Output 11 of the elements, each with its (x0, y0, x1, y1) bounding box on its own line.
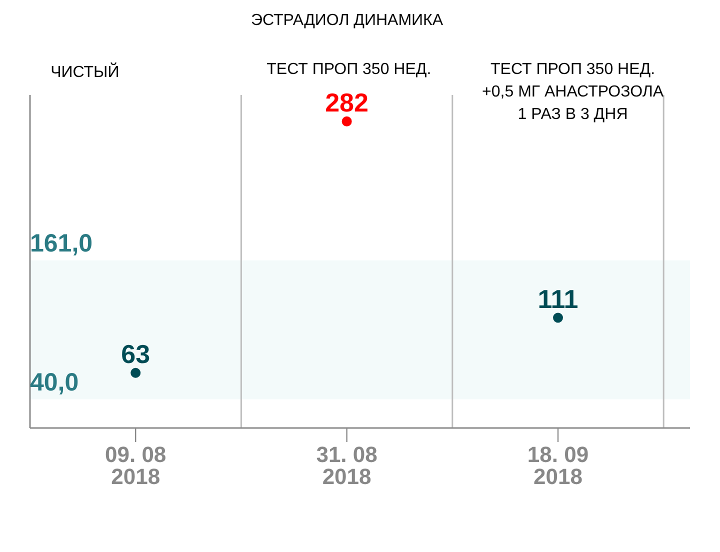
chart-title: ЭСТРАДИОЛ ДИНАМИКА (250, 12, 444, 29)
data-label: 282 (325, 87, 368, 118)
x-tick-label: 31. 08 2018 (316, 442, 378, 489)
annotation: 161,0 (30, 229, 93, 258)
data-label: 111 (538, 284, 578, 314)
data-label: 63 (121, 338, 150, 369)
x-tick-label: 09. 08 2018 (105, 442, 166, 489)
annotation: ТЕСТ ПРОП 350 НЕД. +0,5 МГ АНАСТРОЗОЛА 1 РАЗ В 3 ДНЯ (482, 61, 664, 123)
text: ТЕСТ ПРОП 350 НЕД. (266, 61, 432, 78)
x-tick-label: 18. 09 2018 (527, 442, 589, 489)
text: ЧИСТЫЙ (50, 62, 120, 81)
